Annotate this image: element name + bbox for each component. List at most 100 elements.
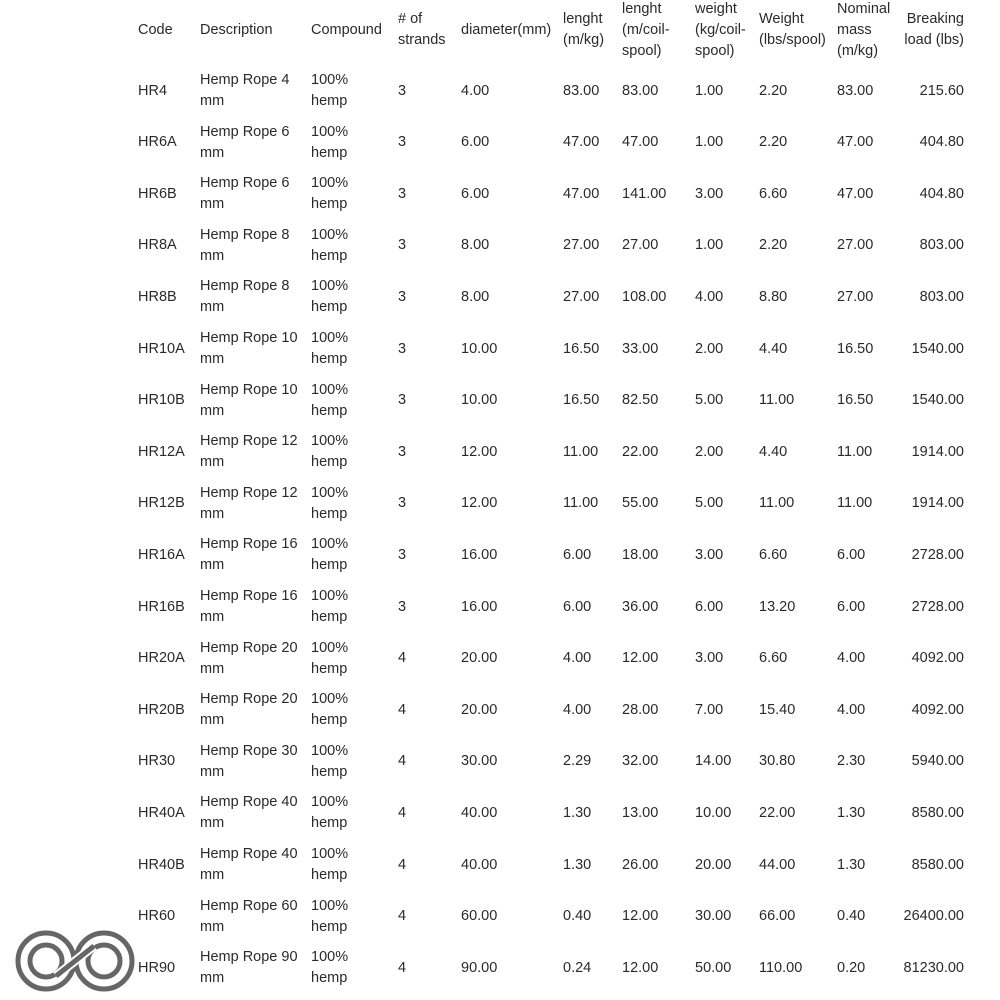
row-cell: 22.00 bbox=[759, 781, 835, 845]
row-cell: 36.00 bbox=[622, 575, 686, 639]
header-text: # of strands bbox=[398, 11, 446, 48]
row-text: 4092.00 bbox=[911, 650, 964, 667]
row-text: 1.00 bbox=[695, 82, 724, 99]
row-text: 26.00 bbox=[622, 856, 659, 873]
row-cell: Hemp Rope 40 mm bbox=[200, 833, 304, 897]
row-cell: 3 bbox=[398, 317, 448, 381]
row-text: 47.00 bbox=[563, 185, 600, 202]
row-cell: 13.20 bbox=[759, 575, 835, 639]
row-text: 3 bbox=[398, 237, 407, 254]
row-text: 55.00 bbox=[622, 495, 659, 512]
row-text: 2728.00 bbox=[911, 546, 964, 563]
row-cell: 12.00 bbox=[461, 420, 561, 484]
row-text: 3 bbox=[398, 392, 407, 409]
header-text: Breaking load (lbs) bbox=[904, 11, 964, 48]
row-text: 8.80 bbox=[759, 288, 788, 305]
row-cell: 2728.00 bbox=[895, 523, 964, 587]
row-text: Hemp Rope 40 mm bbox=[200, 846, 298, 883]
row-text: HR90 bbox=[138, 959, 176, 976]
row-cell: 1.30 bbox=[837, 781, 895, 845]
row-cell: 404.80 bbox=[895, 111, 964, 175]
row-cell: 0.40 bbox=[837, 885, 895, 949]
row-cell: 18.00 bbox=[622, 523, 686, 587]
row-text: 12.00 bbox=[622, 908, 659, 925]
row-text: HR20A bbox=[138, 650, 185, 667]
row-cell: 4.00 bbox=[695, 265, 753, 329]
row-cell: 2.00 bbox=[695, 420, 753, 484]
row-cell: Hemp Rope 30 mm bbox=[200, 730, 304, 794]
header-text: Compound bbox=[311, 21, 382, 38]
row-text: Hemp Rope 20 mm bbox=[200, 639, 298, 677]
row-cell: 1.30 bbox=[563, 781, 613, 845]
row-cell: 100% hemp bbox=[311, 317, 356, 381]
row-text: 4.00 bbox=[461, 82, 490, 99]
row-text: Hemp Rope 10 mm bbox=[200, 381, 298, 419]
row-cell: 6.60 bbox=[759, 162, 835, 226]
row-text: 83.00 bbox=[563, 82, 600, 99]
row-text: 141.00 bbox=[622, 185, 667, 202]
row-cell: 47.00 bbox=[563, 162, 613, 226]
row-cell: 16.50 bbox=[563, 369, 613, 433]
row-cell: 3 bbox=[398, 420, 448, 484]
row-cell: Hemp Rope 8 mm bbox=[200, 265, 304, 329]
row-cell: 47.00 bbox=[837, 162, 895, 226]
row-text: 81230.00 bbox=[903, 959, 964, 976]
row-text: 6.60 bbox=[759, 546, 788, 563]
row-cell: Hemp Rope 20 mm bbox=[200, 678, 304, 742]
row-cell: 2.20 bbox=[759, 111, 835, 175]
row-text: 4.00 bbox=[563, 650, 592, 667]
row-cell: 44.00 bbox=[759, 833, 835, 897]
row-text: 40.00 bbox=[461, 856, 498, 873]
header-text: lenght (m/kg) bbox=[563, 11, 605, 48]
row-cell: 1.30 bbox=[837, 833, 895, 897]
row-cell: 83.00 bbox=[622, 59, 686, 123]
row-cell: 2.00 bbox=[695, 317, 753, 381]
row-text: Hemp Rope 60 mm bbox=[200, 897, 298, 935]
row-text: 100% hemp bbox=[311, 175, 349, 213]
row-cell: 30.00 bbox=[695, 885, 753, 949]
row-cell: 11.00 bbox=[563, 472, 613, 536]
row-cell: 82.50 bbox=[622, 369, 686, 433]
row-text: 20.00 bbox=[461, 650, 498, 667]
row-cell: 27.00 bbox=[563, 265, 613, 329]
row-text: 16.00 bbox=[461, 546, 498, 563]
header-text: Nominal mass (m/kg) bbox=[837, 0, 891, 59]
row-cell: 16.50 bbox=[837, 369, 895, 433]
row-cell: 3 bbox=[398, 575, 448, 639]
row-text: 1.30 bbox=[837, 804, 866, 821]
row-cell: 0.20 bbox=[837, 936, 895, 1000]
row-text: Hemp Rope 8 mm bbox=[200, 226, 290, 264]
row-cell: 81230.00 bbox=[895, 936, 964, 1000]
row-text: 2.20 bbox=[759, 237, 788, 254]
row-text: 60.00 bbox=[461, 908, 498, 925]
row-text: 100% hemp bbox=[311, 949, 349, 987]
row-cell: HR30 bbox=[138, 730, 198, 794]
row-cell: 4 bbox=[398, 730, 448, 794]
row-text: 16.50 bbox=[837, 340, 874, 357]
row-cell: HR20B bbox=[138, 678, 198, 742]
row-cell: Hemp Rope 6 mm bbox=[200, 111, 304, 175]
row-text: 215.60 bbox=[919, 82, 964, 99]
row-cell: Hemp Rope 10 mm bbox=[200, 317, 304, 381]
row-cell: 1914.00 bbox=[895, 420, 964, 484]
row-text: 40.00 bbox=[461, 804, 498, 821]
row-cell: 100% hemp bbox=[311, 472, 356, 536]
row-cell: 20.00 bbox=[695, 833, 753, 897]
row-cell: 47.00 bbox=[622, 111, 686, 175]
row-cell: 11.00 bbox=[759, 369, 835, 433]
row-text: 47.00 bbox=[622, 134, 659, 151]
row-text: 66.00 bbox=[759, 908, 796, 925]
row-text: 4.00 bbox=[563, 701, 592, 718]
row-text: 803.00 bbox=[919, 288, 964, 305]
row-cell: HR12B bbox=[138, 472, 198, 536]
row-text: 32.00 bbox=[622, 753, 659, 770]
row-text: 3 bbox=[398, 546, 407, 563]
row-cell: 100% hemp bbox=[311, 678, 356, 742]
row-text: 2.30 bbox=[837, 753, 866, 770]
row-cell: 100% hemp bbox=[311, 59, 356, 123]
row-text: 22.00 bbox=[759, 804, 796, 821]
row-text: 4 bbox=[398, 753, 407, 770]
row-cell: 141.00 bbox=[622, 162, 686, 226]
row-text: 27.00 bbox=[622, 237, 659, 254]
